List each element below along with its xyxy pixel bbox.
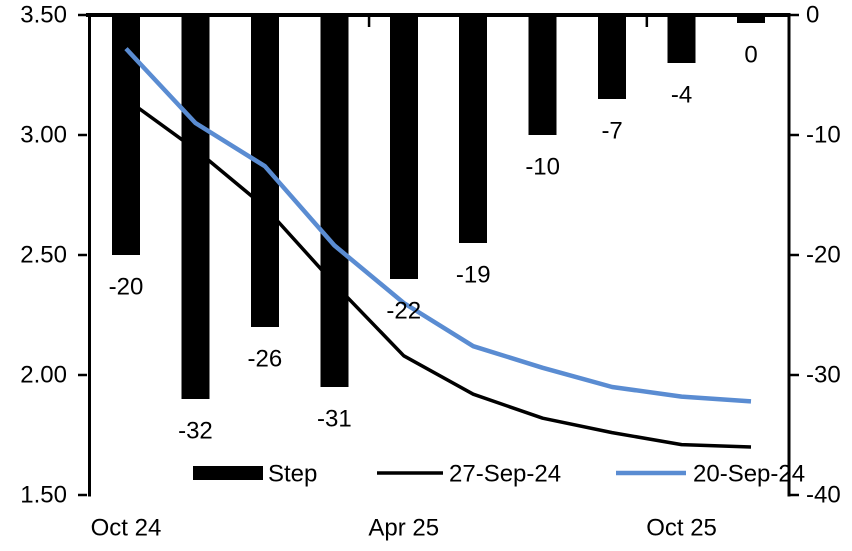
left-axis-ticks: 3.50 3.00 2.50 2.00 1.50 (20, 2, 87, 509)
left-axis-tick-label: 2.50 (20, 242, 67, 269)
bar (667, 15, 696, 63)
x-axis-label: Apr 25 (368, 515, 439, 542)
bar (598, 15, 627, 99)
bar (737, 15, 765, 23)
bar-value-label: -10 (525, 154, 560, 181)
bar-series-step (112, 15, 765, 399)
category-boundary-ticks (367, 16, 649, 27)
line-series-20-sep-24 (124, 47, 752, 404)
bar (250, 15, 279, 327)
line-series-27-sep-24 (124, 97, 752, 449)
bar-value-label: -22 (386, 298, 421, 325)
bar-value-label: -19 (456, 262, 491, 289)
right-axis-ticks: 0 -10 -20 -30 -40 (790, 2, 841, 509)
x-axis-label: Oct 25 (646, 515, 717, 542)
bar-value-label: -20 (109, 274, 144, 301)
bar (389, 15, 418, 279)
bar-value-label: 0 (744, 42, 757, 69)
right-axis-tick-label: -40 (806, 482, 841, 509)
legend-swatch-step (193, 466, 263, 480)
x-axis-label: Oct 24 (91, 515, 162, 542)
bar (528, 15, 557, 135)
bar-value-labels: -20 -32 -26 -31 -22 -19 -10 -7 -4 0 (109, 42, 758, 445)
line-series-group (124, 47, 752, 449)
left-axis-tick-label: 2.00 (20, 362, 67, 389)
left-axis-tick-label: 3.00 (20, 122, 67, 149)
right-axis-tick-label: -10 (806, 122, 841, 149)
bar-value-label: -32 (178, 418, 213, 445)
bar-value-label: -26 (248, 346, 283, 373)
legend-label-27-sep-24: 27-Sep-24 (449, 461, 561, 488)
left-axis-tick-label: 3.50 (20, 2, 67, 29)
bar-value-label: -4 (671, 82, 692, 109)
right-axis-tick-label: -30 (806, 362, 841, 389)
legend: Step 27-Sep-24 20-Sep-24 (193, 461, 805, 488)
bar-value-label: -31 (317, 406, 352, 433)
bar (112, 15, 140, 255)
bar-value-label: -7 (601, 118, 622, 145)
legend-label-20-sep-24: 20-Sep-24 (693, 461, 805, 488)
right-axis-tick-label: 0 (806, 2, 819, 29)
bar (320, 15, 349, 387)
x-axis-labels: Oct 24 Apr 25 Oct 25 (91, 515, 717, 542)
left-axis-tick-label: 1.50 (20, 482, 67, 509)
bar (459, 15, 488, 243)
bar (181, 15, 210, 399)
right-axis-tick-label: -20 (806, 242, 841, 269)
legend-label-step: Step (268, 461, 317, 488)
